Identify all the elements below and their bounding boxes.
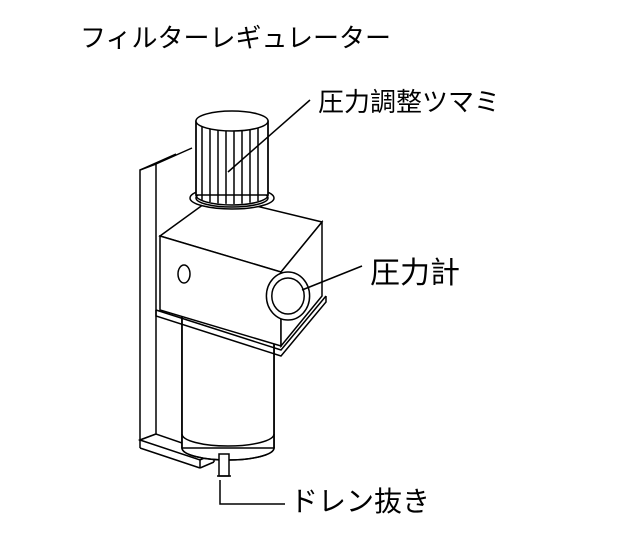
pressure-gauge-label: 圧力計	[370, 248, 460, 292]
diagram-title: フィルターレギュレーター	[80, 18, 391, 55]
pressure-knob-label: 圧力調整ツマミ	[318, 82, 500, 119]
drain-valve-label: ドレン抜き	[290, 480, 430, 520]
